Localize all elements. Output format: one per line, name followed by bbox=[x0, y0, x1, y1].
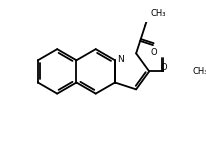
Text: CH₃: CH₃ bbox=[192, 67, 206, 76]
Text: O: O bbox=[150, 48, 156, 57]
Text: O: O bbox=[160, 63, 167, 72]
Text: N: N bbox=[117, 55, 124, 64]
Text: CH₃: CH₃ bbox=[150, 9, 165, 18]
